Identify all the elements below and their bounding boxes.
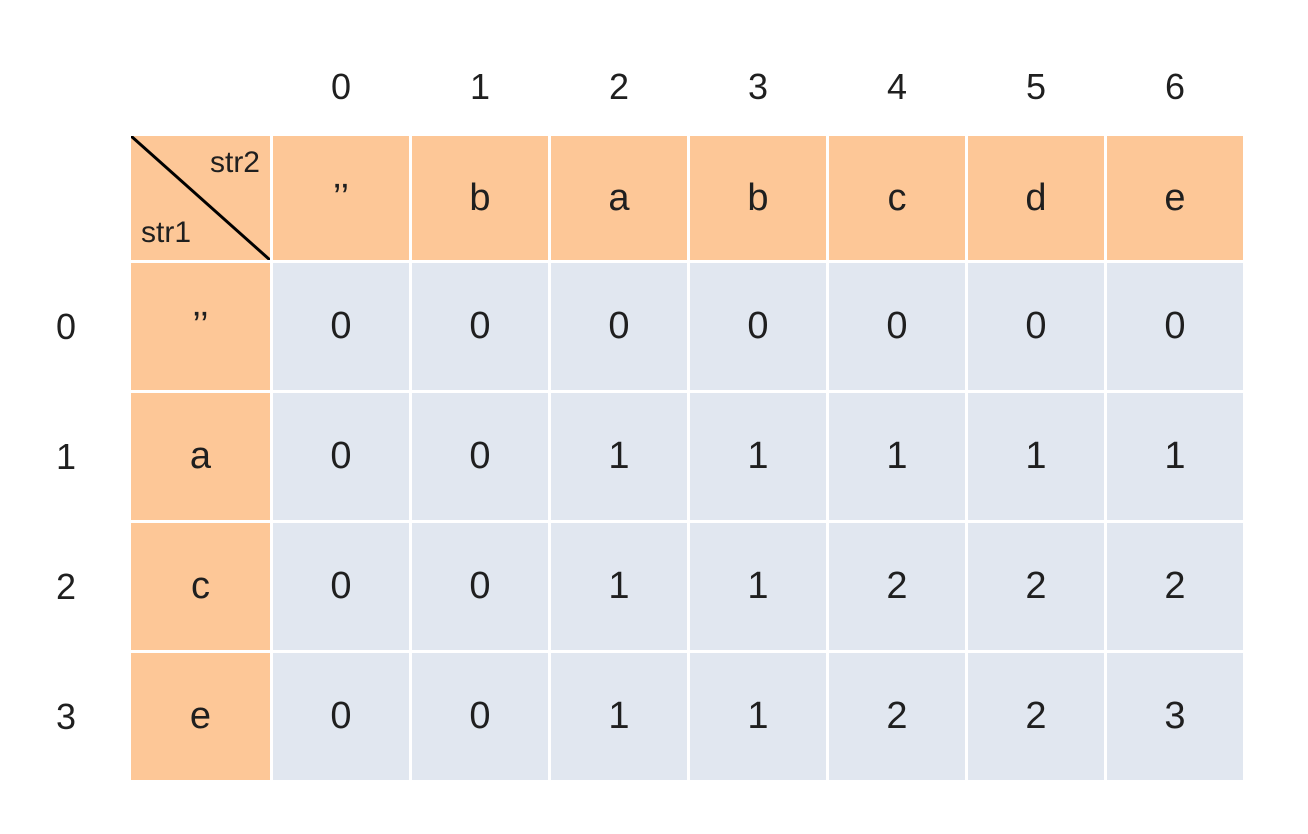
table-row-0: ’’ 0 0 0 0 0 0 0 [131,263,1243,390]
value-cell-2-6: 2 [1107,523,1243,650]
str2-char-cell-1: b [412,136,548,260]
value-cell-1-0: 0 [273,393,409,520]
value-cell-0-0: 0 [273,263,409,390]
value-cell-1-5: 1 [968,393,1104,520]
str1-char-cell-2: c [131,523,270,650]
corner-label-str1: str1 [141,216,192,249]
value-cell-2-4: 2 [829,523,965,650]
value-cell-2-5: 2 [968,523,1104,650]
str1-char-cell-1: a [131,393,270,520]
value-cell-0-4: 0 [829,263,965,390]
row-index-labels: 0 1 2 3 [38,263,94,780]
str1-char-cell-0: ’’ [131,263,270,390]
column-index-labels: 0 1 2 3 4 5 6 [273,64,1243,110]
value-cell-3-0: 0 [273,653,409,780]
row-index-label-2: 2 [55,565,77,607]
value-cell-2-1: 0 [412,523,548,650]
column-index-label-2: 2 [608,66,630,107]
value-cell-3-2: 1 [551,653,687,780]
value-cell-0-5: 0 [968,263,1104,390]
value-cell-3-1: 0 [412,653,548,780]
corner-cell: str2 str1 [131,136,270,260]
str1-char-cell-3: e [131,653,270,780]
str2-char-cell-3: b [690,136,826,260]
value-cell-2-3: 1 [690,523,826,650]
str2-char-cell-5: d [968,136,1104,260]
dp-table: str2 str1 ’’ b a b c d e ’’ 0 0 0 0 0 0 … [128,133,1246,783]
column-index-label-0: 0 [330,66,352,107]
table-row-1: a 0 0 1 1 1 1 1 [131,393,1243,520]
str2-char-cell-2: a [551,136,687,260]
str2-char-cell-6: e [1107,136,1243,260]
value-cell-3-5: 2 [968,653,1104,780]
value-cell-0-3: 0 [690,263,826,390]
column-index-label-3: 3 [747,66,769,107]
row-index-label-3: 3 [55,695,77,737]
column-index-label-1: 1 [469,66,491,107]
row-index-label-1: 1 [55,435,77,477]
value-cell-3-3: 1 [690,653,826,780]
column-index-label-4: 4 [886,66,908,107]
value-cell-3-4: 2 [829,653,965,780]
corner-label-str2: str2 [209,146,260,179]
value-cell-1-2: 1 [551,393,687,520]
value-cell-1-1: 0 [412,393,548,520]
row-index-label-0: 0 [55,305,77,347]
diagonal-line [131,136,270,260]
table-row-3: e 0 0 1 1 2 2 3 [131,653,1243,780]
column-index-label-5: 5 [1025,66,1047,107]
value-cell-0-2: 0 [551,263,687,390]
value-cell-3-6: 3 [1107,653,1243,780]
value-cell-2-0: 0 [273,523,409,650]
column-index-label-6: 6 [1164,66,1186,107]
table-row-2: c 0 0 1 1 2 2 2 [131,523,1243,650]
value-cell-1-4: 1 [829,393,965,520]
value-cell-2-2: 1 [551,523,687,650]
value-cell-0-6: 0 [1107,263,1243,390]
header-row: str2 str1 ’’ b a b c d e [131,136,1243,260]
value-cell-1-6: 1 [1107,393,1243,520]
value-cell-0-1: 0 [412,263,548,390]
str2-char-cell-0: ’’ [273,136,409,260]
value-cell-1-3: 1 [690,393,826,520]
str2-char-cell-4: c [829,136,965,260]
